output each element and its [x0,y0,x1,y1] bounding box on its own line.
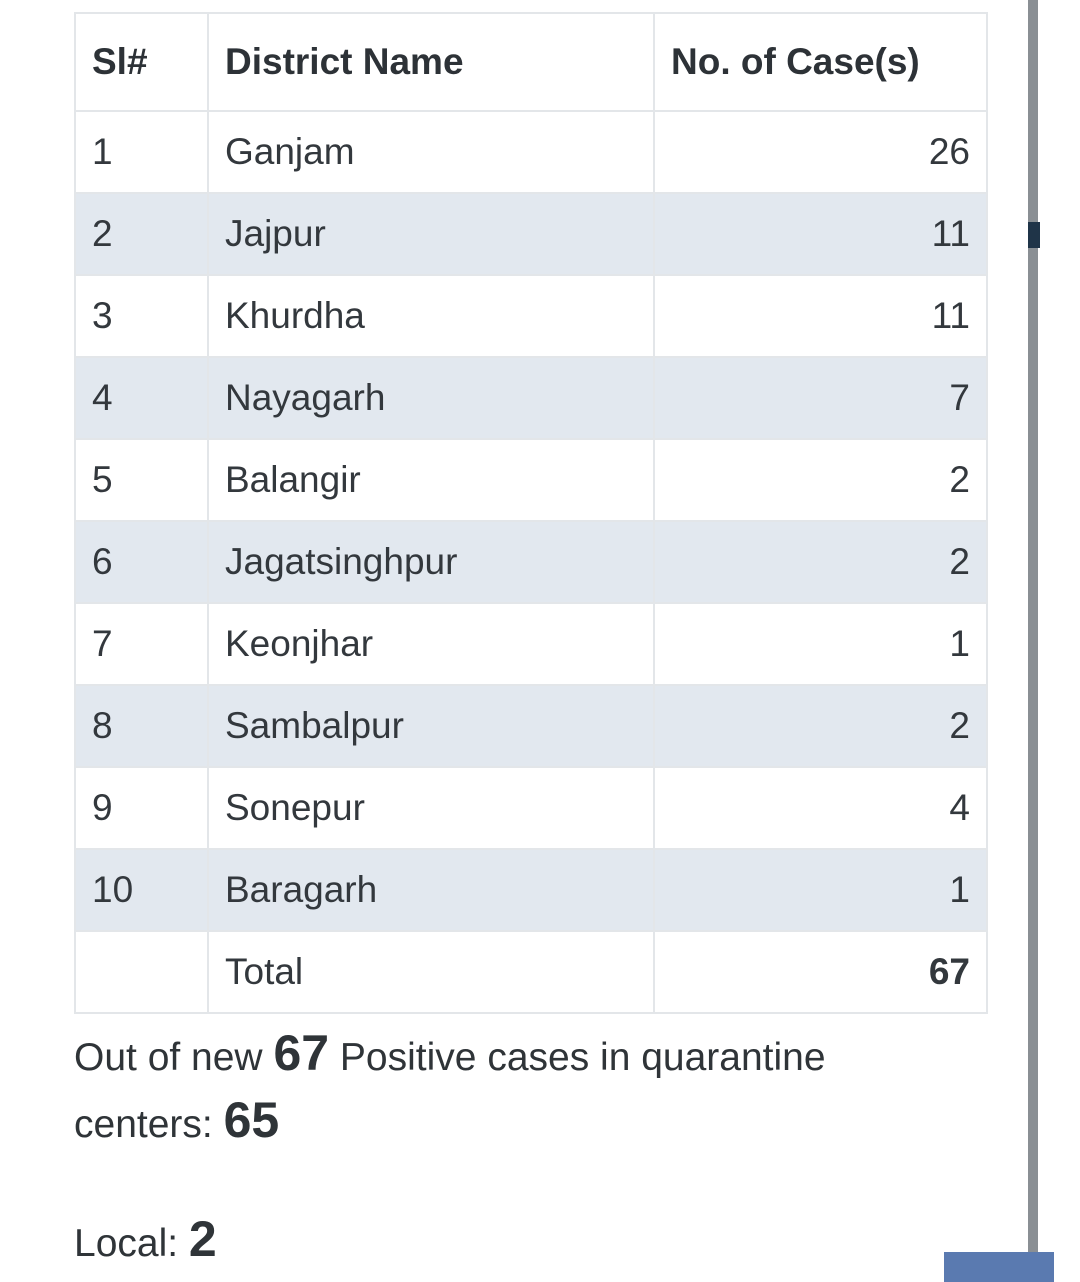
row-serial: 6 [74,520,209,604]
table-row: 9 Sonepur 4 [74,766,988,850]
table-row: 2 Jajpur 11 [74,192,988,276]
local-summary: Local: 2 [74,1208,217,1275]
header-serial: Sl# [74,12,209,112]
cases-table: Sl# District Name No. of Case(s) 1 Ganja… [74,12,988,1014]
row-serial: 1 [74,110,209,194]
summary-prefix: Out of new [74,1036,263,1079]
summary-new-count: 67 [273,1025,330,1081]
row-district: Baragarh [207,848,655,932]
table-row: 4 Nayagarh 7 [74,356,988,440]
total-value: 67 [653,930,988,1014]
row-district: Jajpur [207,192,655,276]
row-cases: 7 [653,356,988,440]
row-cases: 11 [653,274,988,358]
total-label: Total [207,930,655,1014]
row-district: Nayagarh [207,356,655,440]
row-cases: 2 [653,684,988,768]
row-district: Sonepur [207,766,655,850]
row-cases: 4 [653,766,988,850]
total-row: Total 67 [74,930,988,1014]
table-header-row: Sl# District Name No. of Case(s) [74,12,988,112]
row-serial: 8 [74,684,209,768]
row-district: Khurdha [207,274,655,358]
row-serial: 9 [74,766,209,850]
row-cases: 1 [653,602,988,686]
row-district: Keonjhar [207,602,655,686]
total-serial-empty [74,930,209,1014]
row-serial: 10 [74,848,209,932]
summary-quarantine-count: 65 [223,1092,280,1148]
row-serial: 5 [74,438,209,522]
row-cases: 1 [653,848,988,932]
table-row: 1 Ganjam 26 [74,110,988,194]
row-cases: 11 [653,192,988,276]
corner-button[interactable] [944,1252,1054,1282]
row-district: Ganjam [207,110,655,194]
row-cases: 2 [653,520,988,604]
row-district: Sambalpur [207,684,655,768]
table-row: 10 Baragarh 1 [74,848,988,932]
table-row: 8 Sambalpur 2 [74,684,988,768]
row-serial: 3 [74,274,209,358]
table-row: 6 Jagatsinghpur 2 [74,520,988,604]
header-district-name: District Name [207,12,655,112]
row-cases: 26 [653,110,988,194]
row-cases: 2 [653,438,988,522]
row-serial: 7 [74,602,209,686]
row-district: Jagatsinghpur [207,520,655,604]
table-row: 7 Keonjhar 1 [74,602,988,686]
summary-middle: Positive cases in quarantine centers: [74,1036,826,1146]
row-serial: 2 [74,192,209,276]
scrollbar-track[interactable] [1028,0,1038,1282]
table-row: 3 Khurdha 11 [74,274,988,358]
scrollbar-thumb[interactable] [1028,222,1040,248]
table-row: 5 Balangir 2 [74,438,988,522]
local-label: Local: [74,1222,179,1265]
row-district: Balangir [207,438,655,522]
local-count: 2 [188,1211,217,1267]
row-serial: 4 [74,356,209,440]
header-case-count: No. of Case(s) [653,12,988,112]
quarantine-summary: Out of new 67 Positive cases in quaranti… [74,1022,974,1156]
